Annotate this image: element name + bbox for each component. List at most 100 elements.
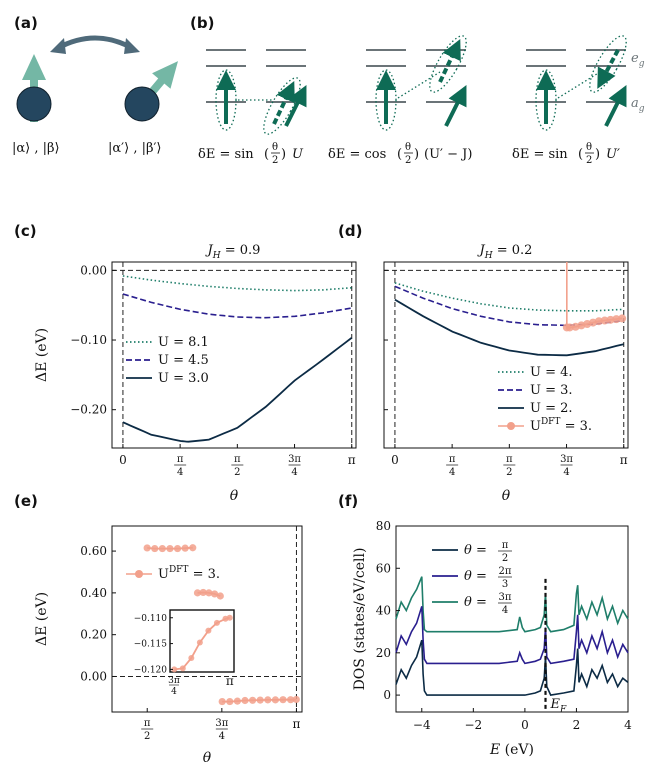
spin-site-left xyxy=(16,86,52,122)
panel-f-legend-label-1: θ = xyxy=(464,569,487,584)
equation-3: δE = sin ( θ 2 ) U′ xyxy=(512,142,620,166)
panel-c-ylabel: ΔE (eV) xyxy=(34,328,50,382)
svg-text:δE = sin: δE = sin xyxy=(198,147,254,162)
panel-d-xtick-label-4: π xyxy=(620,453,628,467)
panel-c-xlabel: θ xyxy=(230,488,239,504)
panel-e-xtick-num-3: 3π xyxy=(215,718,228,729)
panel-f-fermi-label: EF xyxy=(550,697,568,715)
panel-c-ytick-label-0: 0.00 xyxy=(80,263,107,277)
panel-d-xtick-num-3: 3π xyxy=(560,454,573,465)
chart-panel-c: JH = 0.9 0.00 −0.10 −0.20 0 π 4 π 2 3π 4 π U = 8.1 U … xyxy=(34,243,357,504)
panel-e-point-2-5 xyxy=(256,696,264,704)
panel-label-e: (e) xyxy=(14,492,38,510)
panel-d-xtick-den-3: 4 xyxy=(563,467,569,478)
panel-a: (a) |α⟩ , |β⟩ |α′⟩ , |β′⟩ xyxy=(12,14,178,156)
panel-f-xlabel: E (eV) xyxy=(489,742,534,758)
svg-text:θ: θ xyxy=(405,142,411,153)
svg-text:(: ( xyxy=(397,147,402,162)
level-scheme-2 xyxy=(366,49,466,103)
panel-e-ytick-label-0: 0.60 xyxy=(80,544,107,558)
panel-e-inset-ytick-label-2: −0.120 xyxy=(134,665,168,675)
panel-d-dft-point-8 xyxy=(606,315,615,324)
panel-e-point-1-4 xyxy=(216,592,224,600)
panel-c-xtick-den-1: 4 xyxy=(177,467,183,478)
svg-text:2: 2 xyxy=(586,155,592,166)
spin-dashed-arrow-2 xyxy=(438,38,461,83)
panel-label-a: (a) xyxy=(14,14,38,32)
spin-tilted-arrow-3 xyxy=(604,85,627,127)
panel-e-point-2-9 xyxy=(287,696,295,704)
panel-f-legend-label-2: θ = xyxy=(464,595,487,610)
panel-e-point-0-2 xyxy=(158,544,166,553)
level-label-ag: ag xyxy=(631,96,645,114)
panel-b: (b) eg xyxy=(190,14,645,166)
svg-text:θ: θ xyxy=(272,142,278,153)
exchange-arrowhead-right xyxy=(124,38,140,54)
panel-e-point-1-3 xyxy=(211,590,219,598)
panel-e-xlabel: θ xyxy=(203,750,212,766)
panel-e-point-1-0 xyxy=(193,589,202,597)
svg-text:δE = cos: δE = cos xyxy=(328,147,386,162)
panel-d-frame xyxy=(383,261,629,449)
panel-e-inset-xtick-pi: π xyxy=(226,674,234,688)
panel-f-xtick-label-2: 0 xyxy=(521,718,529,732)
panel-e-point-0-4 xyxy=(173,544,182,553)
panel-f-legend-den-0: 2 xyxy=(502,553,508,564)
panel-c-xtick-label-0: 0 xyxy=(119,453,127,467)
panel-e-point-2-6 xyxy=(264,696,272,704)
panel-e-inset-ytick-label-1: −0.115 xyxy=(134,640,168,650)
panel-e-legend-label: UDFT = 3. xyxy=(158,565,220,582)
panel-e-point-1-1 xyxy=(199,588,207,597)
svg-text:): ) xyxy=(414,147,419,162)
panel-f-series-0 xyxy=(395,639,629,696)
svg-text:(: ( xyxy=(264,147,269,162)
panel-d-legend-label-1: U = 3. xyxy=(530,383,573,398)
panel-e-inset-point-1 xyxy=(179,665,186,672)
panel-f-series-1 xyxy=(395,606,629,665)
panel-e-inset-ytick-label-0: −0.110 xyxy=(134,614,168,624)
level-scheme-1 xyxy=(206,49,306,103)
panel-d-series-1 xyxy=(394,285,624,327)
panel-e-ytick-label-1: 0.40 xyxy=(80,586,107,600)
svg-text:δE = sin: δE = sin xyxy=(512,147,568,162)
svg-text:2: 2 xyxy=(405,155,411,166)
panel-d-xlabel: θ xyxy=(502,488,511,504)
panel-f-legend-den-1: 3 xyxy=(502,579,508,590)
panel-e-frame xyxy=(111,525,303,713)
panel-e-point-2-3 xyxy=(241,696,249,705)
panel-e-xtick-num-2: π xyxy=(144,718,151,729)
panel-c-legend-label-0: U = 8.1 xyxy=(158,335,209,350)
panel-label-b: (b) xyxy=(190,14,214,32)
panel-f-ytick-label-4: 80 xyxy=(376,519,391,533)
spin-site-right xyxy=(124,86,160,122)
svg-text:(: ( xyxy=(578,147,583,162)
panel-d-series-2 xyxy=(394,298,624,357)
panel-f-frame xyxy=(395,525,629,713)
exchange-arrowhead-left xyxy=(50,38,66,54)
panel-e-ytick-label-2: 0.20 xyxy=(80,628,107,642)
panel-e-point-2-0 xyxy=(218,697,226,706)
panel-d-xtick-label-0: 0 xyxy=(391,453,399,467)
panel-e-point-0-0 xyxy=(143,544,151,552)
panel-e-inset-point-4 xyxy=(205,627,212,634)
panel-e-point-0-1 xyxy=(151,544,159,553)
svg-text:U: U xyxy=(292,147,304,162)
svg-text:): ) xyxy=(281,147,286,162)
panel-f-legend-den-2: 4 xyxy=(502,605,508,616)
spin-arrow-right-head xyxy=(152,61,178,89)
panel-f-xtick-label-1: −2 xyxy=(464,718,482,732)
panel-e-point-1-2 xyxy=(205,589,213,597)
panel-f-legend-num-0: π xyxy=(502,540,509,551)
panel-e-inset-point-0 xyxy=(171,666,178,673)
panel-f-xtick-label-4: 4 xyxy=(624,718,632,732)
panel-label-c: (c) xyxy=(14,222,37,240)
spin-tilted-arrow-1 xyxy=(284,85,307,127)
panel-e-point-0-6 xyxy=(189,544,197,552)
chart-panel-d: JH = 0.2 0 π 4 π 2 3π 4 π U = 4. U = 3. U = 2.UDFT … xyxy=(383,243,629,504)
panel-e-ylabel: ΔE (eV) xyxy=(34,592,50,646)
panel-e-inset-point-3 xyxy=(196,639,203,646)
panel-d-xtick-num-1: π xyxy=(449,454,456,465)
panel-c-xtick-num-2: π xyxy=(234,454,241,465)
panel-d-series-0 xyxy=(394,282,624,312)
